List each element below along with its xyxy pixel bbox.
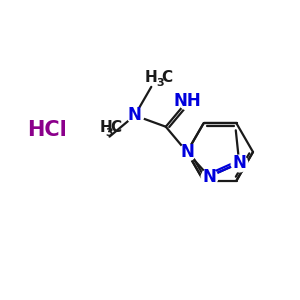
Text: N: N xyxy=(232,154,246,172)
Text: N: N xyxy=(128,106,142,124)
Text: N: N xyxy=(180,143,194,161)
Text: N: N xyxy=(202,167,216,185)
Text: H: H xyxy=(100,120,112,135)
Text: H: H xyxy=(145,70,158,85)
Text: 3: 3 xyxy=(156,78,164,88)
Text: C: C xyxy=(110,120,122,135)
Text: 3: 3 xyxy=(106,128,113,138)
Text: C: C xyxy=(161,70,172,85)
Text: NH: NH xyxy=(173,92,201,110)
Text: HCl: HCl xyxy=(27,120,67,140)
